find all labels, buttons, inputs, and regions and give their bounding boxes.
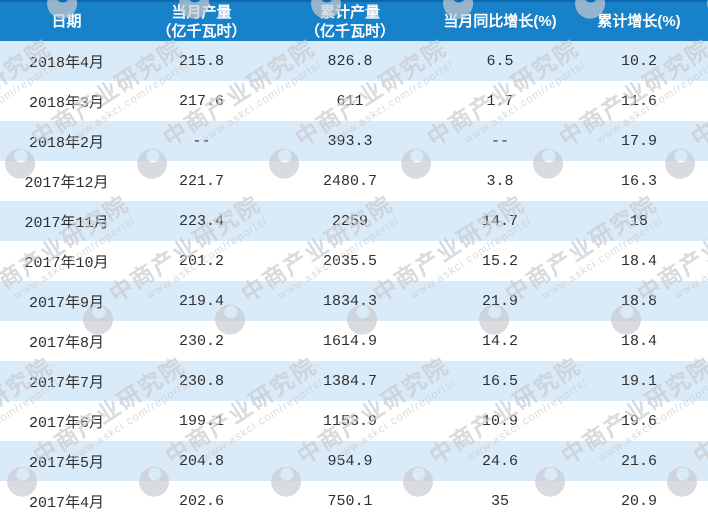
date-cell: 2018年2月	[28, 134, 104, 152]
value-cell: 3.8	[486, 172, 514, 190]
value-cell: 2035.5	[322, 252, 377, 270]
value-cell: 230.2	[178, 332, 224, 350]
value-cell: 954.9	[327, 452, 373, 470]
date-cell: 2017年6月	[28, 414, 104, 432]
value-cell: 35	[490, 492, 509, 510]
date-cell: 2017年5月	[28, 454, 104, 472]
table-row: 2017年7月 230.8 1384.7 16.5 19.1	[0, 361, 708, 401]
value-cell: 19.6	[620, 412, 657, 430]
column-header-5: 累计增长(%)	[570, 1, 708, 41]
value-cell: 217.6	[178, 92, 224, 110]
table-body: 2018年4月 215.8 826.8 6.5 10.2 2018年3月 217.6 611 1…	[0, 41, 708, 521]
table-row: 2017年4月 202.6 750.1 35 20.9	[0, 481, 708, 521]
date-cell: 2017年12月	[24, 174, 109, 192]
column-header-line1: 日期	[51, 13, 82, 30]
column-header-line2: （亿千瓦时）	[156, 22, 247, 40]
value-cell: 2259	[331, 212, 368, 230]
date-cell: 2017年4月	[28, 494, 104, 512]
value-cell: --	[490, 132, 509, 150]
value-cell: 18.4	[620, 332, 657, 350]
value-cell: 202.6	[178, 492, 224, 510]
value-cell: 21.6	[620, 452, 657, 470]
value-cell: 201.2	[178, 252, 224, 270]
table-header-row: 日期 当月产量 （亿千瓦时） 累计产量 （亿千瓦时） 当月同比增长(%) 累计增长(%)	[0, 1, 708, 41]
value-cell: 17.9	[620, 132, 657, 150]
value-cell: 1.7	[486, 92, 514, 110]
value-cell: 10.9	[481, 412, 518, 430]
table-head: 日期 当月产量 （亿千瓦时） 累计产量 （亿千瓦时） 当月同比增长(%) 累计增长(%)	[0, 1, 708, 41]
value-cell: 393.3	[327, 132, 373, 150]
value-cell: 204.8	[178, 452, 224, 470]
value-cell: 11.6	[620, 92, 657, 110]
date-cell: 2017年7月	[28, 374, 104, 392]
value-cell: 16.5	[481, 372, 518, 390]
date-cell: 2018年4月	[28, 54, 104, 72]
value-cell: 1614.9	[322, 332, 377, 350]
value-cell: 199.1	[178, 412, 224, 430]
value-cell: 24.6	[481, 452, 518, 470]
table-row: 2018年2月 -- 393.3 -- 17.9	[0, 121, 708, 161]
date-cell: 2017年11月	[24, 214, 109, 232]
column-header-2: 当月产量 （亿千瓦时）	[133, 1, 270, 41]
value-cell: 215.8	[178, 52, 224, 70]
table-row: 2017年10月 201.2 2035.5 15.2 18.4	[0, 241, 708, 281]
column-header-line2: （亿千瓦时）	[304, 22, 395, 40]
value-cell: 15.2	[481, 252, 518, 270]
date-cell: 2018年3月	[28, 94, 104, 112]
value-cell: 826.8	[327, 52, 373, 70]
value-cell: 14.2	[481, 332, 518, 350]
value-cell: 223.4	[178, 212, 224, 230]
date-cell: 2017年10月	[24, 254, 109, 272]
value-cell: 20.9	[620, 492, 657, 510]
column-header-1: 日期	[0, 1, 133, 41]
date-cell: 2017年8月	[28, 334, 104, 352]
table-row: 2017年11月 223.4 2259 14.7 18	[0, 201, 708, 241]
value-cell: 6.5	[486, 52, 514, 70]
value-cell: 16.3	[620, 172, 657, 190]
table-row: 2017年9月 219.4 1834.3 21.9 18.8	[0, 281, 708, 321]
value-cell: 10.2	[620, 52, 657, 70]
column-header-4: 当月同比增长(%)	[430, 1, 570, 41]
table-row: 2017年5月 204.8 954.9 24.6 21.6	[0, 441, 708, 481]
column-header-line1: 当月同比增长(%)	[443, 13, 557, 30]
table-row: 2018年4月 215.8 826.8 6.5 10.2	[0, 41, 708, 81]
value-cell: 18	[629, 212, 648, 230]
date-cell: 2017年9月	[28, 294, 104, 312]
value-cell: 219.4	[178, 292, 224, 310]
value-cell: 18.4	[620, 252, 657, 270]
value-cell: 1153.9	[322, 412, 377, 430]
table-row: 2017年8月 230.2 1614.9 14.2 18.4	[0, 321, 708, 361]
column-header-line1: 累计产量	[319, 3, 380, 21]
table-row: 2017年6月 199.1 1153.9 10.9 19.6	[0, 401, 708, 441]
value-cell: 750.1	[327, 492, 373, 510]
value-cell: --	[192, 132, 211, 150]
column-header-line1: 当月产量	[171, 3, 232, 21]
column-header-line1: 累计增长(%)	[597, 13, 681, 30]
value-cell: 21.9	[481, 292, 518, 310]
table-row: 2018年3月 217.6 611 1.7 11.6	[0, 81, 708, 121]
column-header-3: 累计产量 （亿千瓦时）	[270, 1, 430, 41]
value-cell: 14.7	[481, 212, 518, 230]
value-cell: 2480.7	[322, 172, 377, 190]
value-cell: 221.7	[178, 172, 224, 190]
value-cell: 611	[336, 92, 364, 110]
value-cell: 230.8	[178, 372, 224, 390]
value-cell: 1834.3	[322, 292, 377, 310]
value-cell: 19.1	[620, 372, 657, 390]
value-cell: 18.8	[620, 292, 657, 310]
value-cell: 1384.7	[322, 372, 377, 390]
table-row: 2017年12月 221.7 2480.7 3.8 16.3	[0, 161, 708, 201]
